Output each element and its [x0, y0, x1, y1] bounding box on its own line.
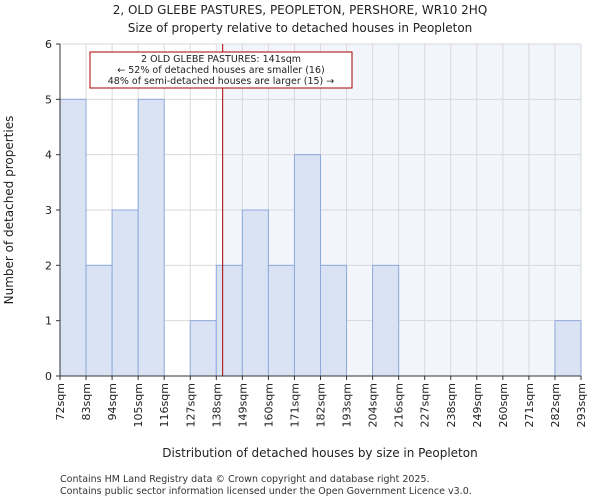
- y-tick-label-3: 3: [45, 204, 52, 217]
- chart-title: 2, OLD GLEBE PASTURES, PEOPLETON, PERSHO…: [113, 3, 488, 17]
- x-tick-label-293sqm: 293sqm: [575, 383, 588, 427]
- bar-149sqm: [241, 209, 269, 377]
- x-tick-label-127sqm: 127sqm: [184, 383, 197, 427]
- annotation-box: 2 OLD GLEBE PASTURES: 141sqm ← 52% of de…: [89, 51, 353, 89]
- annotation-line-2: ← 52% of detached houses are smaller (16…: [117, 65, 324, 76]
- y-tick-label-2: 2: [45, 259, 52, 272]
- footer-licence: Contains public sector information licen…: [60, 486, 472, 497]
- bar-94sqm: [111, 209, 139, 377]
- bar-171sqm: [293, 154, 322, 377]
- x-tick-labels: 72sqm 83sqm 94sqm 105sqm 116sqm 127sqm 138sqm 1…: [54, 376, 588, 427]
- x-tick-label-94sqm: 94sqm: [106, 383, 119, 420]
- bar-282sqm: [554, 320, 582, 377]
- x-tick-label-160sqm: 160sqm: [262, 383, 275, 427]
- x-tick-label-216sqm: 216sqm: [393, 383, 406, 427]
- bar-105sqm: [137, 98, 165, 377]
- bar-127sqm: [189, 320, 217, 377]
- x-tick-label-282sqm: 282sqm: [549, 383, 562, 427]
- y-axis-label: Number of detached properties: [2, 116, 16, 305]
- x-tick-label-238sqm: 238sqm: [445, 383, 458, 427]
- y-tick-label-6: 6: [45, 38, 52, 51]
- y-tick-label-0: 0: [45, 370, 52, 383]
- x-tick-label-182sqm: 182sqm: [315, 383, 328, 427]
- x-tick-label-171sqm: 171sqm: [288, 383, 301, 427]
- x-tick-label-249sqm: 249sqm: [471, 383, 484, 427]
- x-axis-label: Distribution of detached houses by size …: [162, 446, 477, 460]
- bar-72sqm: [59, 98, 87, 377]
- x-tick-label-260sqm: 260sqm: [497, 383, 510, 427]
- bar-204sqm: [372, 264, 400, 377]
- bar-138sqm: [215, 264, 243, 377]
- bar-182sqm: [320, 264, 348, 377]
- x-tick-label-83sqm: 83sqm: [80, 383, 93, 420]
- x-tick-label-138sqm: 138sqm: [210, 383, 223, 427]
- x-tick-label-149sqm: 149sqm: [236, 383, 249, 427]
- bars: [59, 98, 582, 377]
- x-tick-label-227sqm: 227sqm: [419, 383, 432, 427]
- bar-83sqm: [85, 264, 113, 377]
- x-tick-label-204sqm: 204sqm: [367, 383, 380, 427]
- y-tick-label-5: 5: [45, 93, 52, 106]
- x-tick-label-105sqm: 105sqm: [132, 383, 145, 427]
- bar-160sqm: [267, 264, 295, 377]
- x-tick-label-271sqm: 271sqm: [523, 383, 536, 427]
- x-tick-label-193sqm: 193sqm: [341, 383, 354, 427]
- y-tick-label-1: 1: [45, 315, 52, 328]
- footer-copyright: Contains HM Land Registry data © Crown c…: [60, 474, 430, 485]
- annotation-line-1: 2 OLD GLEBE PASTURES: 141sqm: [141, 54, 301, 65]
- y-tick-labels: 0 1 2 3 4 5 6: [45, 38, 60, 383]
- x-tick-label-72sqm: 72sqm: [54, 383, 67, 420]
- x-tick-label-116sqm: 116sqm: [158, 383, 171, 427]
- y-tick-label-4: 4: [45, 149, 52, 162]
- chart-subtitle: Size of property relative to detached ho…: [128, 21, 473, 35]
- annotation-line-3: 48% of semi-detached houses are larger (…: [108, 76, 335, 87]
